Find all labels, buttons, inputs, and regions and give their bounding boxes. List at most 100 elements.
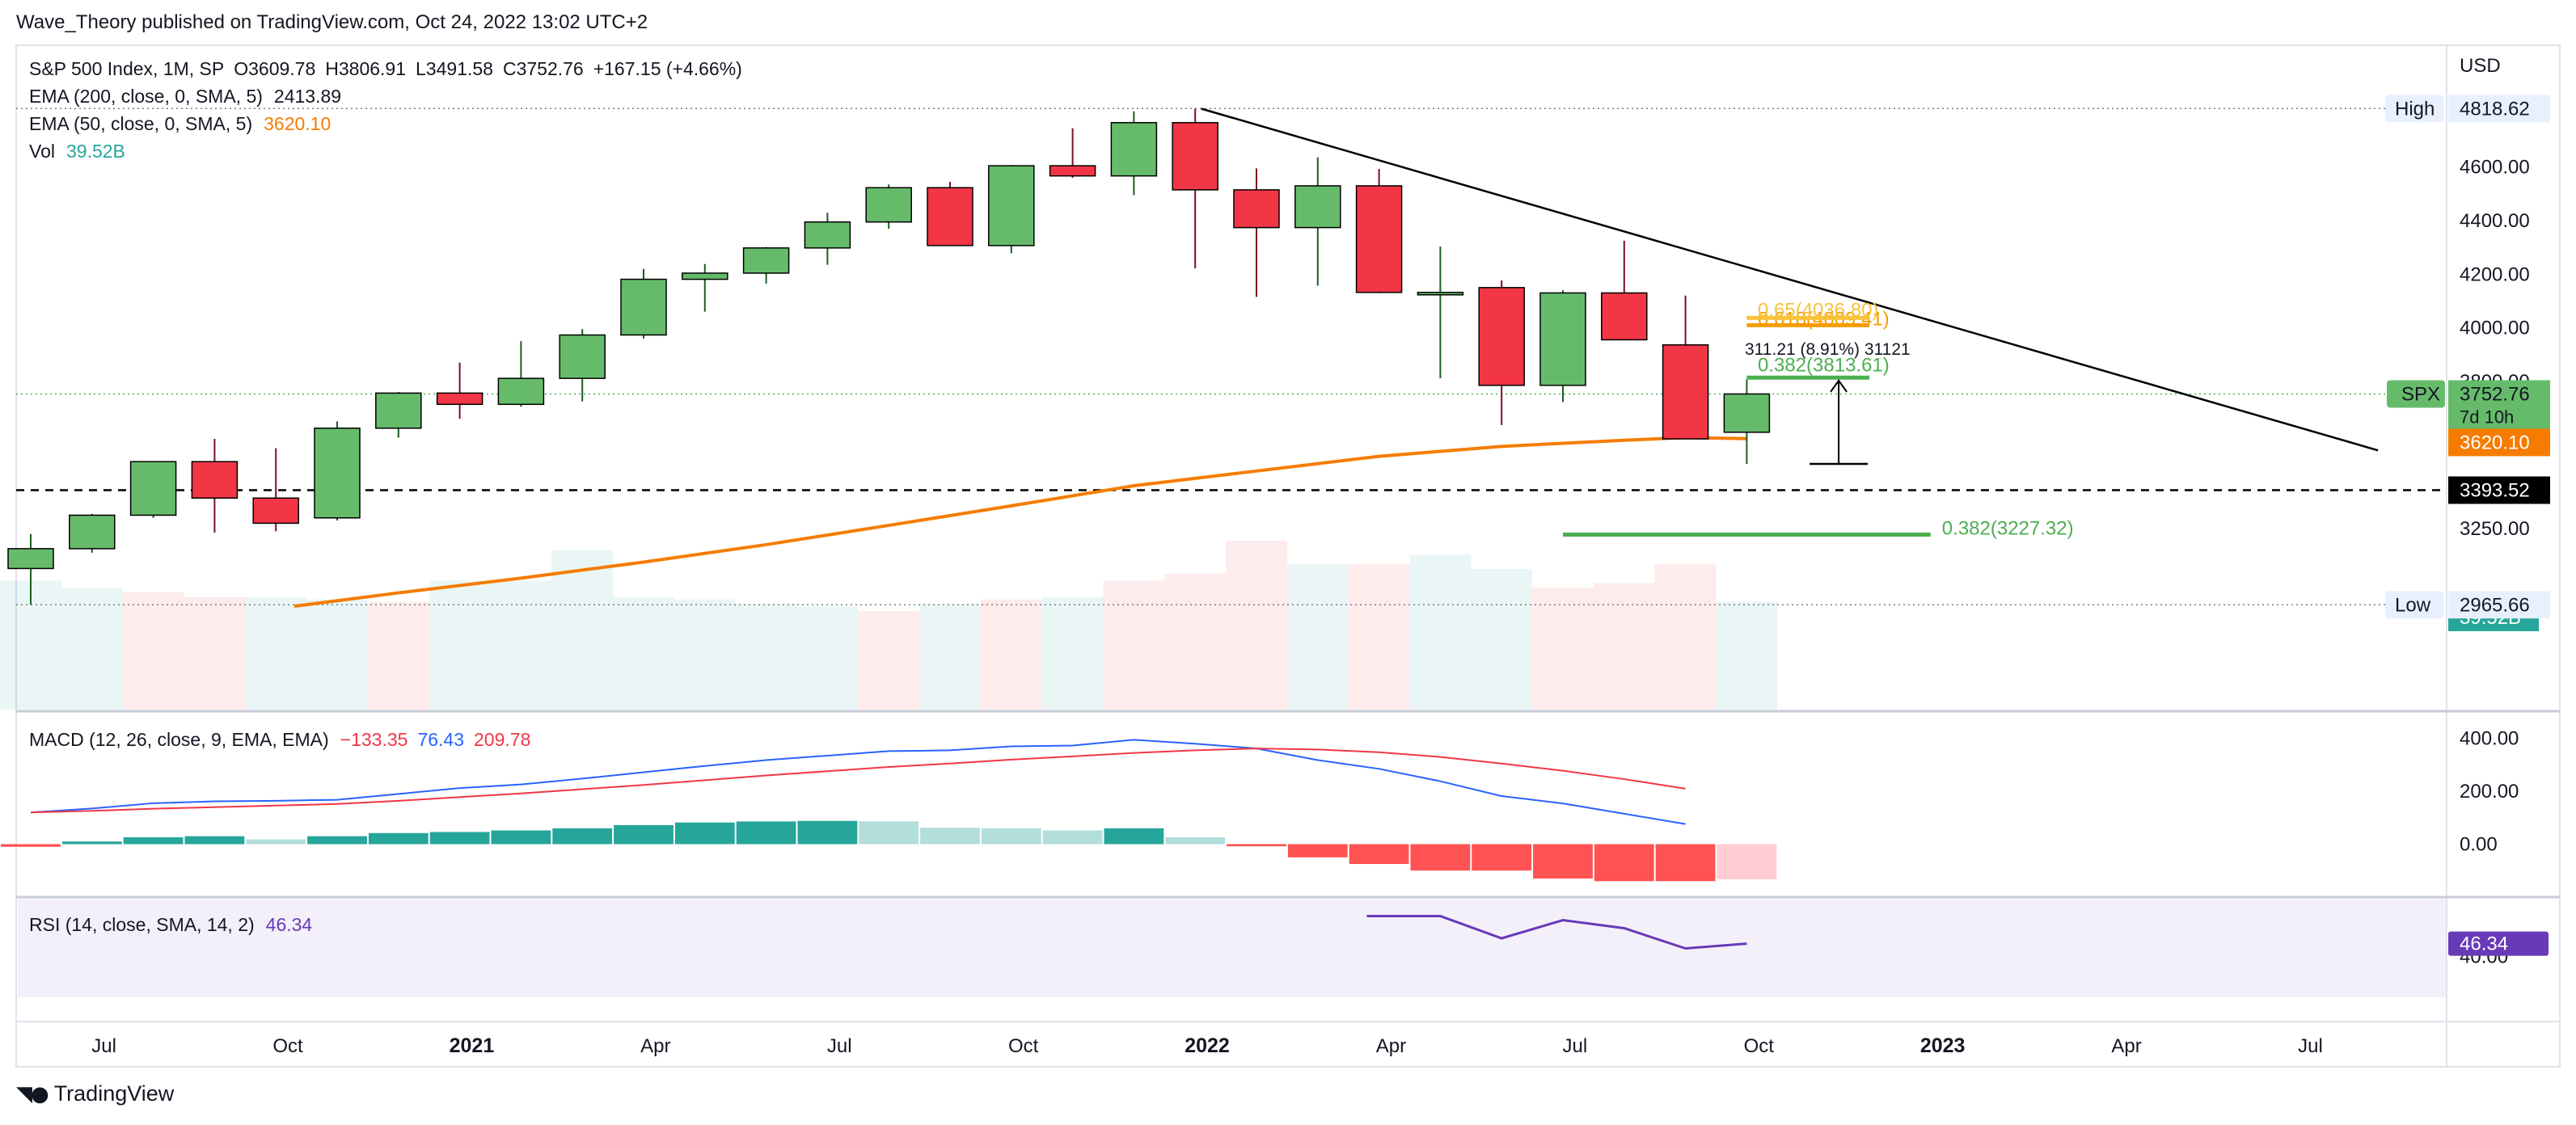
legend-ema50: EMA (50, close, 0, SMA, 5) 3620.10	[29, 113, 331, 134]
candle-up	[559, 329, 606, 402]
candle-body	[497, 377, 545, 406]
candle-down	[1662, 295, 1709, 440]
macd-hist-bar	[1, 844, 61, 847]
candle-body	[252, 497, 299, 525]
fib-levels[interactable]: 0.618(4009.41)0.65(4036.80)0.382(3813.61…	[1563, 299, 2074, 540]
rsi-legend: RSI (14, close, SMA, 14, 2) 46.34	[29, 914, 312, 935]
macd-hist-bar	[1165, 836, 1226, 845]
macd-tick: 200.00	[2460, 781, 2519, 803]
price-tag-value: 2965.66	[2460, 594, 2530, 616]
price-tag-value-bg	[2448, 476, 2550, 504]
price-tick: 4200.00	[2460, 263, 2530, 285]
measure-arrowhead	[1830, 379, 1848, 393]
tradingview-brand[interactable]: ◥● TradingView	[16, 1081, 174, 1106]
candle-up	[375, 392, 422, 438]
candle-body	[804, 221, 851, 249]
time-tick: Apr	[640, 1035, 670, 1057]
macd-hist-bar	[674, 822, 735, 845]
price-tag-label-bg	[2385, 591, 2443, 619]
time-tick: 2021	[450, 1034, 495, 1057]
price-tag-level: 3393.52	[2448, 476, 2550, 504]
legend-ema200: EMA (200, close, 0, SMA, 5) 2413.89	[29, 86, 341, 107]
macd-hist-bar	[61, 841, 122, 845]
candle-body	[1294, 185, 1341, 229]
price-axis[interactable]: 4600.004400.004200.004000.003800.003250.…	[2385, 95, 2550, 968]
macd-hist-bar	[429, 832, 490, 845]
volume-bar	[1226, 541, 1287, 710]
time-axis[interactable]: Jul Oct 2021 Apr Jul Oct 2022 Apr Jul Oct 2023 Apr J…	[91, 1034, 2322, 1057]
time-tick: Jul	[827, 1035, 852, 1057]
volume-bar	[796, 606, 859, 710]
macd-hist-bar	[859, 821, 919, 845]
candle-down	[927, 181, 973, 246]
candle-up	[314, 421, 361, 521]
volume-bar	[367, 601, 429, 710]
candle-up	[497, 341, 545, 407]
volume-bar	[1471, 569, 1533, 710]
fib-level-label: 0.382(3813.61)	[1758, 354, 1890, 376]
rsi-background	[18, 899, 2446, 997]
legend-symbol: S&P 500 Index, 1M, SP O3609.78 H3806.91 L34…	[29, 58, 742, 79]
volume-bar	[858, 611, 920, 710]
candle-down	[1601, 240, 1648, 341]
price-tick: 3250.00	[2460, 518, 2530, 540]
macd-hist-bar	[1349, 844, 1409, 865]
candle-body	[1478, 287, 1525, 386]
candle-up	[129, 461, 177, 518]
candle-up	[682, 263, 728, 312]
volume-bar	[1532, 588, 1594, 710]
legend-macd-signal: 209.78	[474, 729, 530, 750]
chart-frame	[15, 44, 2561, 1068]
signal-line	[30, 748, 1686, 814]
legend-ema50-value: 3620.10	[264, 113, 331, 134]
volume-bar	[613, 596, 674, 710]
price-tag-label-bg	[2387, 380, 2445, 408]
volume-bar	[1716, 601, 1778, 710]
candle-up	[988, 165, 1035, 254]
time-tick: Apr	[2111, 1035, 2141, 1057]
ema50-path	[293, 436, 1747, 609]
legend-macd-hist: −133.35	[340, 729, 408, 750]
candle-body	[1539, 292, 1586, 386]
volume-bar	[919, 604, 981, 710]
rsi-line	[1366, 915, 1747, 950]
macd-hist-bar	[797, 820, 858, 845]
legend-low: L3491.58	[416, 58, 493, 79]
rsi-pane[interactable]	[1366, 915, 1747, 950]
candle-up	[1539, 290, 1586, 402]
macd-hist-bar	[1533, 844, 1593, 879]
candle-body	[927, 187, 973, 246]
candle-body	[69, 514, 116, 550]
fib-level-label: 0.65(4036.80)	[1758, 299, 1878, 321]
price-tag-value-bg	[2448, 428, 2550, 457]
macd-hist-bar	[1594, 844, 1654, 882]
volume-bar	[1041, 596, 1104, 710]
volume-bar	[184, 596, 246, 710]
candle-body	[1601, 292, 1648, 341]
candles[interactable]	[7, 108, 1771, 605]
price-tag-ema: 3620.10	[2448, 428, 2550, 457]
candle-body	[1172, 121, 1218, 191]
price-tag-value: 3620.10	[2460, 432, 2530, 453]
volume-bar	[1654, 564, 1717, 710]
candle-up	[1110, 111, 1158, 196]
volume-bar	[735, 604, 797, 710]
ema50-line	[293, 436, 1747, 609]
macd-hist-bar	[491, 830, 551, 845]
candle-body	[314, 428, 361, 519]
time-tick: Oct	[1744, 1035, 1775, 1057]
macd-pane[interactable]	[1, 739, 1777, 882]
candle-up	[620, 268, 667, 339]
candle-up	[69, 513, 116, 553]
price-range-measure[interactable]: 311.21 (8.91%) 31121	[1745, 340, 1911, 466]
legend-macd-value: 76.43	[417, 729, 464, 750]
macd-hist-bar	[184, 836, 245, 845]
volume-bar	[122, 592, 184, 710]
rsi-value-tag-text: 46.34	[2460, 933, 2508, 955]
candle-up	[7, 533, 54, 605]
candle-up	[804, 213, 851, 265]
time-tick: 2023	[1920, 1034, 1966, 1057]
candle-body	[375, 392, 422, 429]
